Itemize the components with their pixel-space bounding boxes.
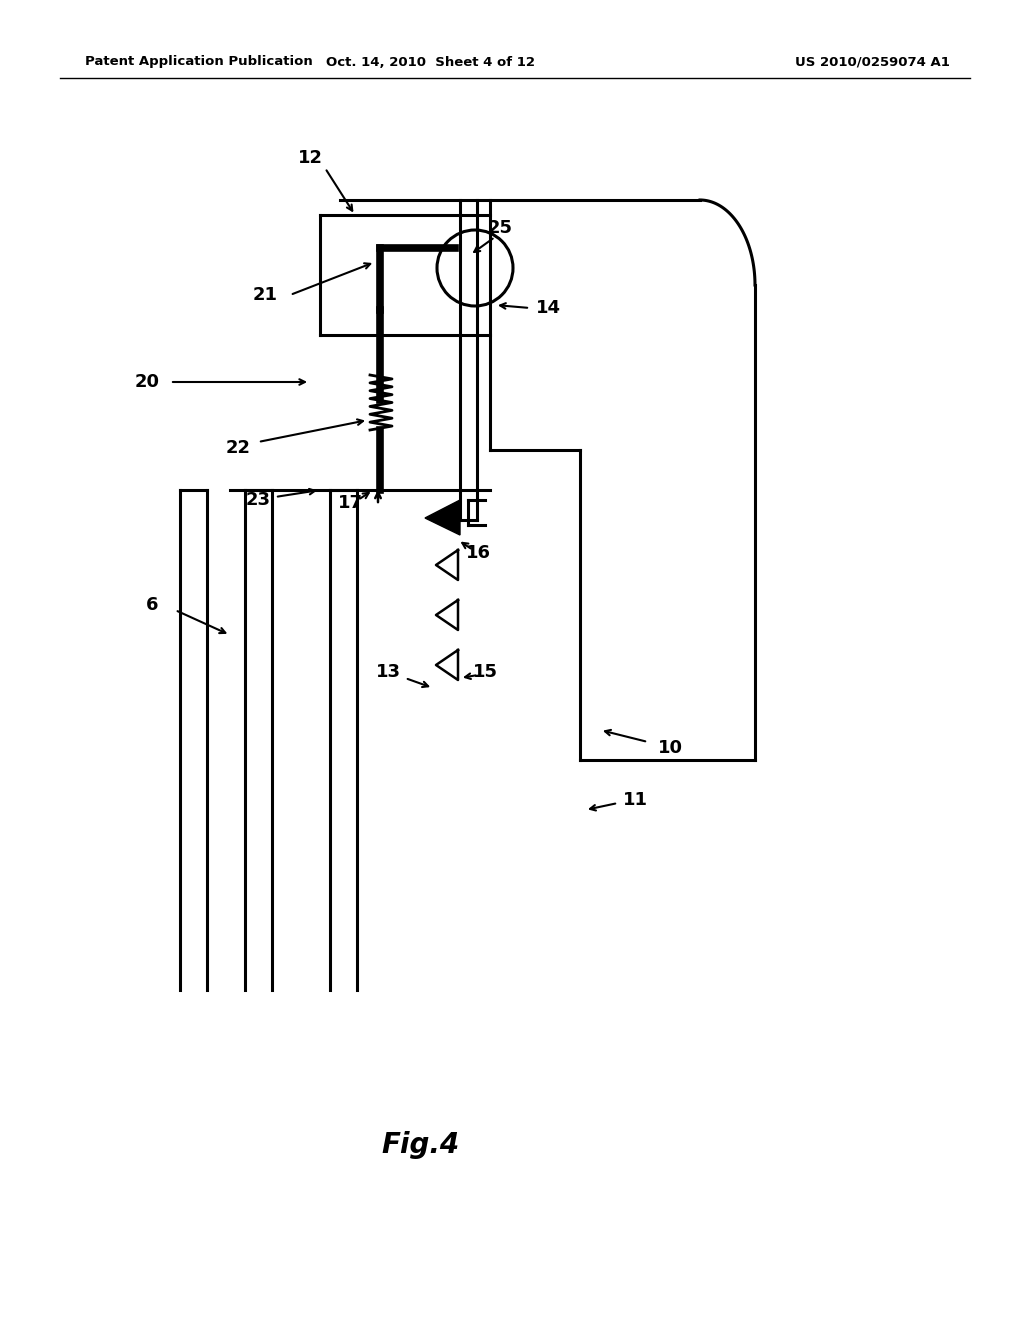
Text: 15: 15 [472,663,498,681]
Text: 13: 13 [376,663,400,681]
Text: Patent Application Publication: Patent Application Publication [85,55,312,69]
Text: 21: 21 [253,286,278,304]
Text: 6: 6 [145,597,159,614]
Text: 12: 12 [298,149,323,168]
Text: 20: 20 [134,374,160,391]
Polygon shape [425,500,460,535]
Text: 25: 25 [487,219,512,238]
Text: Oct. 14, 2010  Sheet 4 of 12: Oct. 14, 2010 Sheet 4 of 12 [326,55,535,69]
Text: 23: 23 [246,491,270,510]
Text: Fig.4: Fig.4 [381,1131,459,1159]
Text: 22: 22 [225,440,251,457]
Text: 11: 11 [623,791,647,809]
Text: US 2010/0259074 A1: US 2010/0259074 A1 [795,55,950,69]
Text: 14: 14 [536,300,560,317]
Text: 16: 16 [466,544,490,562]
Text: 10: 10 [657,739,683,756]
Text: 17: 17 [338,494,362,512]
